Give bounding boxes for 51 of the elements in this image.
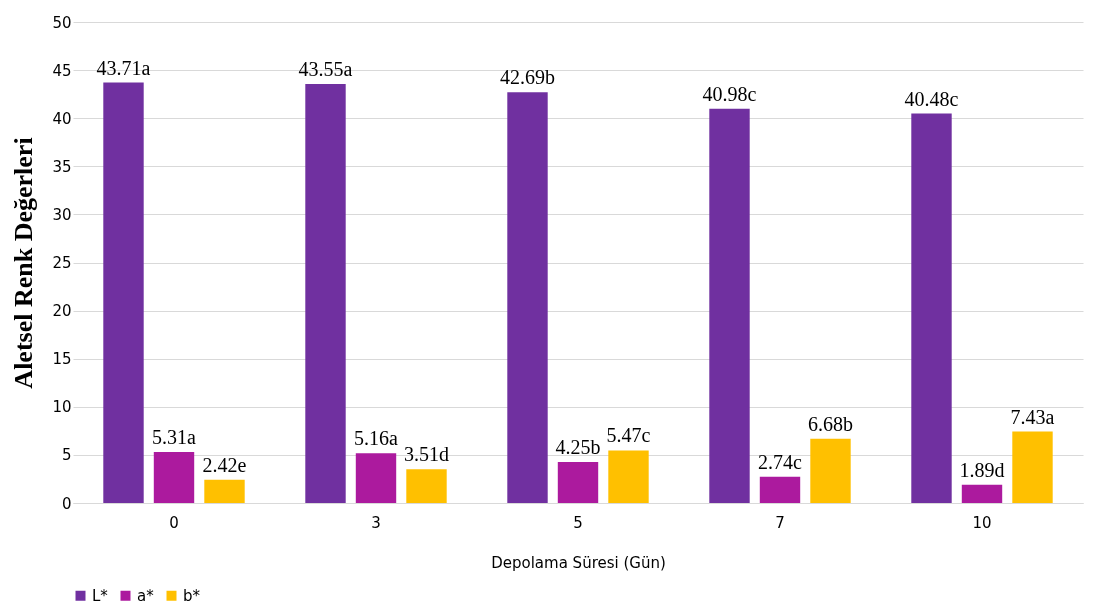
y-tick-label: 5	[61, 446, 72, 465]
y-tick-label: 20	[52, 302, 72, 321]
data-label: 42.69b	[500, 66, 555, 89]
y-axis-title: Aletsel Renk Değerleri	[9, 137, 39, 389]
legend-label: a*	[137, 586, 155, 605]
bar	[406, 469, 447, 503]
bar	[961, 484, 1003, 503]
bar	[810, 438, 851, 503]
bar	[557, 462, 599, 503]
data-label: 43.55a	[298, 58, 353, 81]
data-label: 43.71a	[96, 56, 151, 79]
data-label: 5.31a	[152, 425, 197, 448]
data-label: 5.47c	[606, 424, 651, 447]
data-label: 40.98c	[702, 82, 757, 105]
bar	[103, 82, 144, 503]
x-tick-label: 5	[573, 513, 583, 532]
bar	[608, 450, 649, 503]
bar	[305, 84, 346, 503]
bar	[759, 476, 801, 503]
legend-label: b*	[183, 586, 201, 605]
data-label: 3.51d	[404, 443, 449, 466]
bar	[507, 92, 548, 503]
x-tick-label: 10	[972, 513, 992, 532]
bar	[153, 451, 195, 503]
data-label: 4.25b	[555, 436, 601, 459]
x-tick-label: 7	[775, 513, 785, 532]
y-tick-label: 45	[52, 61, 72, 80]
data-label: 2.42e	[202, 453, 247, 476]
x-tick-label: 3	[371, 513, 381, 532]
x-axis-title: Depolama Süresi (Gün)	[491, 553, 666, 572]
y-tick-label: 0	[61, 494, 72, 513]
legend-label: L*	[92, 586, 109, 605]
data-label: 7.43a	[1010, 405, 1055, 428]
bar	[204, 479, 245, 503]
bar	[1012, 431, 1053, 503]
y-tick-label: 50	[52, 13, 72, 32]
y-tick-label: 25	[52, 254, 72, 272]
data-label: 5.16a	[354, 427, 399, 450]
y-tick-label: 10	[52, 398, 72, 417]
y-tick-label: 35	[52, 157, 72, 176]
bar	[355, 453, 397, 503]
data-label: 2.74c	[758, 450, 803, 473]
bar	[911, 113, 952, 503]
y-tick-label: 40	[52, 109, 72, 128]
y-tick-label: 15	[52, 350, 72, 369]
data-label: 40.48c	[904, 87, 959, 110]
bar	[709, 108, 750, 503]
y-tick-label: 30	[52, 205, 72, 224]
x-tick-label: 0	[169, 513, 179, 532]
data-label: 1.89d	[959, 458, 1005, 481]
data-label: 6.68b	[808, 412, 853, 435]
